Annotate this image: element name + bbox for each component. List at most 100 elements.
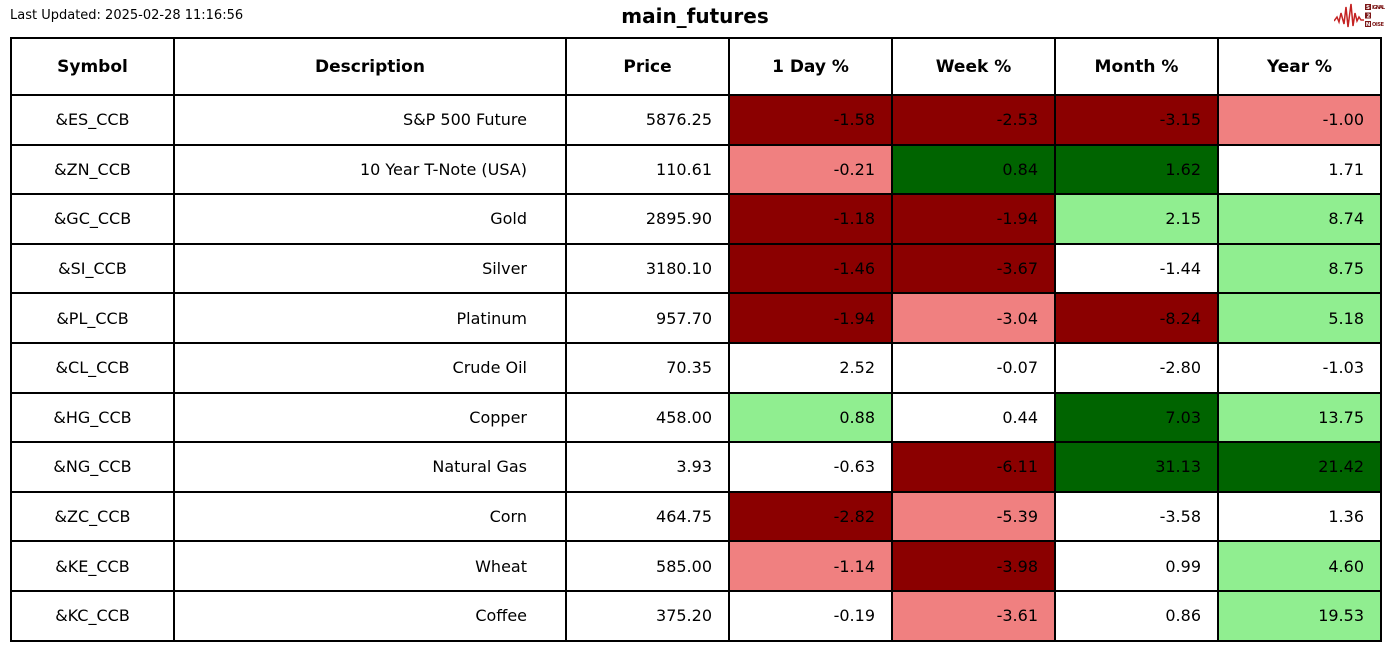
header-row: Symbol Description Price 1 Day % Week % … xyxy=(10,37,1382,96)
day-pct-cell: -1.94 xyxy=(728,292,893,344)
description-cell: Coffee xyxy=(173,589,567,642)
week-pct-cell: -3.04 xyxy=(891,292,1056,344)
table-row: &KE_CCB Wheat 585.00 -1.14 -3.98 0.99 4.… xyxy=(10,540,1382,592)
month-pct-cell: 0.86 xyxy=(1054,589,1219,642)
logo-2-box xyxy=(1365,12,1371,19)
symbol-cell: &CL_CCB xyxy=(10,341,175,394)
description-cell: Platinum xyxy=(173,292,567,344)
logo-2-digit: 2 xyxy=(1367,14,1371,20)
week-pct-cell: -3.98 xyxy=(891,540,1056,592)
day-pct-cell: 0.88 xyxy=(728,391,893,444)
description-cell: Natural Gas xyxy=(173,441,567,493)
week-pct-cell: -0.07 xyxy=(891,341,1056,394)
month-pct-cell: 7.03 xyxy=(1054,391,1219,444)
week-pct-cell: 0.84 xyxy=(891,143,1056,196)
price-cell: 585.00 xyxy=(565,540,730,592)
table-body: &ES_CCB S&P 500 Future 5876.25 -1.58 -2.… xyxy=(10,94,1382,642)
day-pct-cell: 2.52 xyxy=(728,341,893,394)
price-cell: 3180.10 xyxy=(565,242,730,295)
column-header-price: Price xyxy=(565,37,730,96)
table-row: &KC_CCB Coffee 375.20 -0.19 -3.61 0.86 1… xyxy=(10,589,1382,642)
description-cell: S&P 500 Future xyxy=(173,94,567,146)
waveform-icon xyxy=(1333,3,1364,28)
week-pct-cell: -1.94 xyxy=(891,193,1056,245)
year-pct-cell: 21.42 xyxy=(1217,441,1382,493)
price-cell: 5876.25 xyxy=(565,94,730,146)
table-row: &SI_CCB Silver 3180.10 -1.46 -3.67 -1.44… xyxy=(10,242,1382,295)
last-updated-label: Last Updated: 2025-02-28 11:16:56 xyxy=(10,8,244,23)
price-cell: 110.61 xyxy=(565,143,730,196)
month-pct-cell: -1.44 xyxy=(1054,242,1219,295)
page-title: main_futures xyxy=(621,4,769,28)
column-header-symbol: Symbol xyxy=(10,37,175,96)
symbol-cell: &KC_CCB xyxy=(10,589,175,642)
year-pct-cell: 19.53 xyxy=(1217,589,1382,642)
symbol-cell: &ES_CCB xyxy=(10,94,175,146)
year-pct-cell: 8.74 xyxy=(1217,193,1382,245)
table-row: &ZC_CCB Corn 464.75 -2.82 -5.39 -3.58 1.… xyxy=(10,490,1382,543)
column-header-week: Week % xyxy=(891,37,1056,96)
description-cell: 10 Year T-Note (USA) xyxy=(173,143,567,196)
week-pct-cell: -3.61 xyxy=(891,589,1056,642)
year-pct-cell: -1.03 xyxy=(1217,341,1382,394)
price-cell: 70.35 xyxy=(565,341,730,394)
week-pct-cell: -2.53 xyxy=(891,94,1056,146)
day-pct-cell: -0.21 xyxy=(728,143,893,196)
signal2noise-logo-icon: S IGNAL 2 N OISE xyxy=(1333,3,1386,28)
column-header-1day: 1 Day % xyxy=(728,37,893,96)
signal2noise-logo: S IGNAL 2 N OISE xyxy=(1333,1,1386,36)
month-pct-cell: 0.99 xyxy=(1054,540,1219,592)
year-pct-cell: 8.75 xyxy=(1217,242,1382,295)
table-row: &ZN_CCB 10 Year T-Note (USA) 110.61 -0.2… xyxy=(10,143,1382,196)
day-pct-cell: -0.63 xyxy=(728,441,893,493)
month-pct-cell: -3.15 xyxy=(1054,94,1219,146)
day-pct-cell: -1.18 xyxy=(728,193,893,245)
table-row: &PL_CCB Platinum 957.70 -1.94 -3.04 -8.2… xyxy=(10,292,1382,344)
table-row: &CL_CCB Crude Oil 70.35 2.52 -0.07 -2.80… xyxy=(10,341,1382,394)
price-cell: 464.75 xyxy=(565,490,730,543)
price-cell: 375.20 xyxy=(565,589,730,642)
year-pct-cell: 13.75 xyxy=(1217,391,1382,444)
day-pct-cell: -0.19 xyxy=(728,589,893,642)
month-pct-cell: 31.13 xyxy=(1054,441,1219,493)
month-pct-cell: -3.58 xyxy=(1054,490,1219,543)
year-pct-cell: 4.60 xyxy=(1217,540,1382,592)
symbol-cell: &NG_CCB xyxy=(10,441,175,493)
day-pct-cell: -1.58 xyxy=(728,94,893,146)
table-row: &ES_CCB S&P 500 Future 5876.25 -1.58 -2.… xyxy=(10,94,1382,146)
logo-noise-text: OISE xyxy=(1372,22,1385,28)
year-pct-cell: 5.18 xyxy=(1217,292,1382,344)
week-pct-cell: -5.39 xyxy=(891,490,1056,543)
table-row: &GC_CCB Gold 2895.90 -1.18 -1.94 2.15 8.… xyxy=(10,193,1382,245)
table-row: &HG_CCB Copper 458.00 0.88 0.44 7.03 13.… xyxy=(10,391,1382,444)
symbol-cell: &HG_CCB xyxy=(10,391,175,444)
description-cell: Corn xyxy=(173,490,567,543)
logo-s-box xyxy=(1365,4,1371,10)
symbol-cell: &PL_CCB xyxy=(10,292,175,344)
week-pct-cell: 0.44 xyxy=(891,391,1056,444)
description-cell: Wheat xyxy=(173,540,567,592)
column-header-month: Month % xyxy=(1054,37,1219,96)
table-header: Symbol Description Price 1 Day % Week % … xyxy=(10,37,1382,96)
logo-n-box xyxy=(1365,21,1371,27)
price-cell: 957.70 xyxy=(565,292,730,344)
column-header-description: Description xyxy=(173,37,567,96)
day-pct-cell: -1.46 xyxy=(728,242,893,295)
year-pct-cell: -1.00 xyxy=(1217,94,1382,146)
year-pct-cell: 1.36 xyxy=(1217,490,1382,543)
price-cell: 2895.90 xyxy=(565,193,730,245)
symbol-cell: &ZN_CCB xyxy=(10,143,175,196)
futures-table: Symbol Description Price 1 Day % Week % … xyxy=(10,37,1382,642)
day-pct-cell: -1.14 xyxy=(728,540,893,592)
month-pct-cell: 2.15 xyxy=(1054,193,1219,245)
column-header-year: Year % xyxy=(1217,37,1382,96)
week-pct-cell: -3.67 xyxy=(891,242,1056,295)
price-cell: 458.00 xyxy=(565,391,730,444)
month-pct-cell: 1.62 xyxy=(1054,143,1219,196)
symbol-cell: &GC_CCB xyxy=(10,193,175,245)
symbol-cell: &SI_CCB xyxy=(10,242,175,295)
week-pct-cell: -6.11 xyxy=(891,441,1056,493)
description-cell: Crude Oil xyxy=(173,341,567,394)
logo-signal-text: IGNAL xyxy=(1372,5,1386,11)
symbol-cell: &KE_CCB xyxy=(10,540,175,592)
